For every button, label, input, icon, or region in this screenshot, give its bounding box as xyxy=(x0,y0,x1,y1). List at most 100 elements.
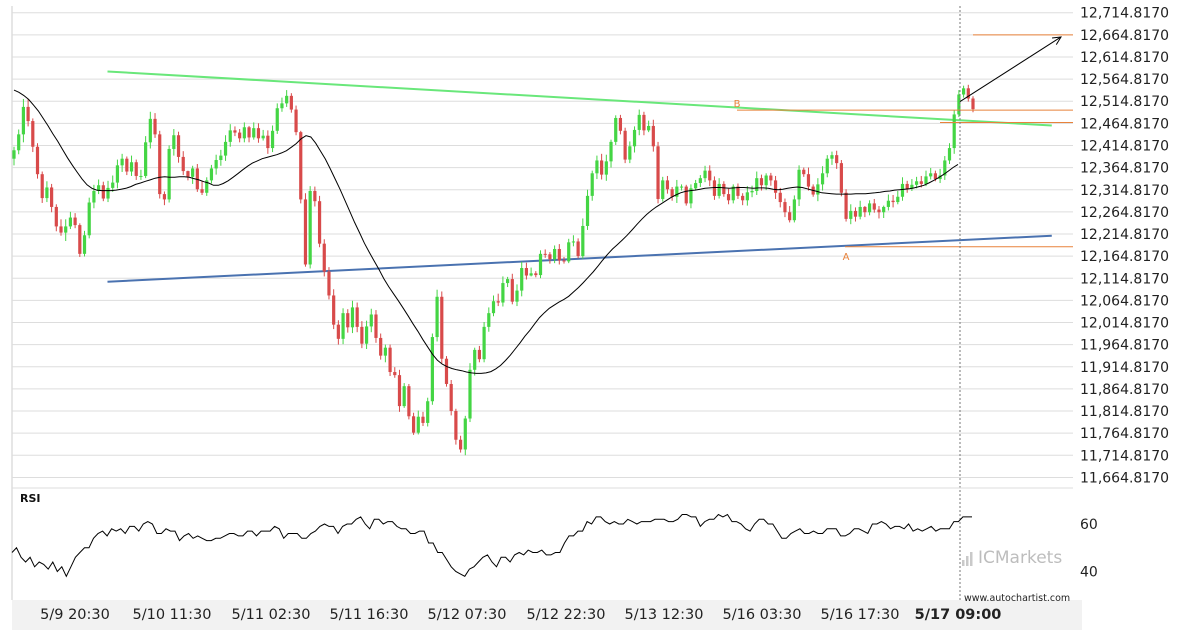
y-tick-label: 11,714.8170 xyxy=(1080,448,1169,464)
candle-body xyxy=(228,130,232,142)
candle-body xyxy=(26,106,30,122)
rsi-panel: RSI 60 40 xyxy=(11,487,1098,581)
candle-body xyxy=(158,134,162,195)
candle-body xyxy=(609,141,613,162)
site-watermark: www.autochartist.com xyxy=(964,593,1070,604)
candle-body xyxy=(139,175,143,177)
candle-body xyxy=(731,186,735,201)
y-tick-label: 12,064.8170 xyxy=(1080,293,1169,309)
candle-body xyxy=(148,118,152,143)
x-tick-label: 5/11 16:30 xyxy=(330,607,409,623)
candle-body xyxy=(637,114,641,130)
candle-body xyxy=(717,183,721,196)
level-lines: BA xyxy=(734,6,1073,600)
candle-body xyxy=(524,268,529,276)
candle-body xyxy=(144,142,148,176)
candle-body xyxy=(54,206,58,227)
candle-body xyxy=(294,109,298,133)
pattern-point-high: B xyxy=(734,99,741,110)
candle-body xyxy=(303,199,308,265)
projection-arrow-head xyxy=(1052,36,1062,45)
candle-body xyxy=(327,271,331,296)
candle-body xyxy=(270,130,275,149)
candle-body xyxy=(45,187,49,199)
candle-body xyxy=(581,225,585,257)
candle-body xyxy=(764,175,768,186)
candle-body xyxy=(289,95,293,110)
candle-body xyxy=(355,307,359,327)
candle-body xyxy=(487,313,491,327)
candle-body xyxy=(778,192,782,203)
candle-body xyxy=(129,162,134,172)
candle-body xyxy=(618,117,623,131)
x-tick-label: 5/11 02:30 xyxy=(232,607,311,623)
candle-body xyxy=(261,135,265,139)
x-tick-label: 5/10 11:30 xyxy=(133,607,212,623)
candle-body xyxy=(59,226,63,233)
y-tick-label: 12,664.8170 xyxy=(1080,28,1169,44)
candle-body xyxy=(510,279,514,302)
candle-body xyxy=(858,206,862,217)
candle-body xyxy=(642,114,646,131)
candle-body xyxy=(689,188,693,204)
candle-body xyxy=(571,241,576,243)
candle-body xyxy=(905,183,909,189)
candle-body xyxy=(788,212,792,221)
y-tick-label: 12,364.8170 xyxy=(1080,161,1169,177)
trend-lines xyxy=(107,70,1052,283)
candle-body xyxy=(369,314,373,327)
candle-body xyxy=(496,301,500,303)
candle-body xyxy=(820,173,825,185)
candle-body xyxy=(877,209,881,213)
y-tick-label: 11,664.8170 xyxy=(1080,470,1169,486)
candle-body xyxy=(477,349,481,360)
candle-body xyxy=(444,358,449,384)
candle-body xyxy=(87,202,91,236)
y-tick-label: 12,264.8170 xyxy=(1080,205,1169,221)
pattern-point-low: A xyxy=(843,252,850,263)
candle-body xyxy=(914,181,919,185)
candle-body xyxy=(92,191,96,203)
candle-body xyxy=(176,135,181,157)
candle-body xyxy=(665,180,670,190)
candle-body xyxy=(590,173,594,196)
candle-body xyxy=(233,130,237,133)
candle-body xyxy=(82,235,87,254)
candle-body xyxy=(153,118,157,135)
candle-body xyxy=(21,106,26,135)
y-tick-label: 12,564.8170 xyxy=(1080,72,1169,88)
candle-body xyxy=(411,416,416,433)
y-tick-label: 12,464.8170 xyxy=(1080,116,1169,132)
candle-body xyxy=(600,160,604,175)
x-tick-label: 5/16 03:30 xyxy=(723,607,802,623)
candle-body xyxy=(219,155,223,161)
candle-body xyxy=(64,226,68,233)
candle-body xyxy=(853,210,858,217)
candle-body xyxy=(849,210,853,219)
candle-body xyxy=(651,125,655,147)
candle-body xyxy=(886,200,890,207)
candle-body xyxy=(397,375,402,407)
candle-body xyxy=(722,183,726,195)
candle-body xyxy=(661,180,665,199)
candle-body xyxy=(501,283,505,303)
candle-body xyxy=(383,347,387,356)
candle-body xyxy=(924,176,928,184)
y-tick-label: 12,014.8170 xyxy=(1080,316,1169,332)
brand-logo-bar xyxy=(966,556,969,566)
candle-body xyxy=(595,160,599,174)
y-tick-label: 12,164.8170 xyxy=(1080,249,1169,265)
y-tick-label: 12,714.8170 xyxy=(1080,6,1169,22)
candle-body xyxy=(482,326,486,360)
rsi-line xyxy=(11,513,972,578)
candle-body xyxy=(73,217,77,226)
candle-body xyxy=(966,88,970,99)
candle-body xyxy=(929,173,933,177)
candle-body xyxy=(68,217,73,227)
y-tick-label: 11,764.8170 xyxy=(1080,426,1169,442)
candle-body xyxy=(910,184,914,189)
candle-body xyxy=(280,103,284,109)
candle-body xyxy=(567,242,571,262)
brand-logo-bar xyxy=(962,560,965,566)
candle-body xyxy=(125,158,129,172)
